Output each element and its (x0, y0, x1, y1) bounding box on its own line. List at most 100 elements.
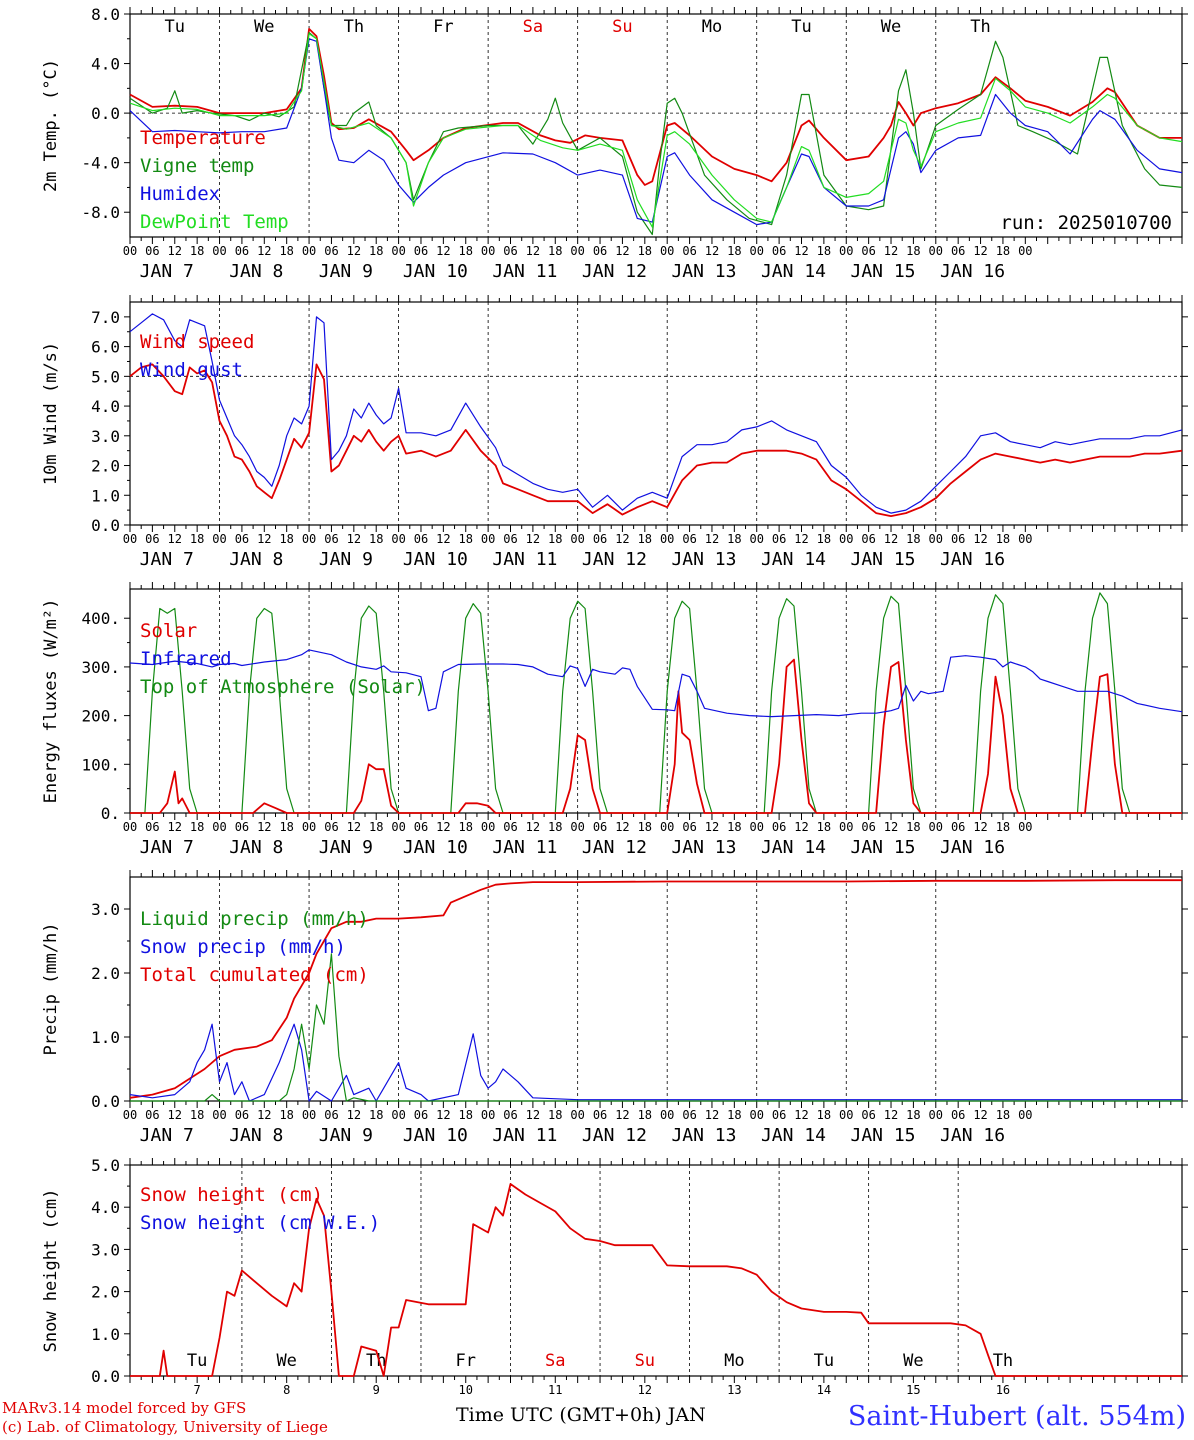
x-hour-label: 18 (727, 820, 741, 834)
x-hour-label: 06 (235, 532, 249, 546)
x-hour-label: 12 (168, 532, 182, 546)
x-hour-label: 00 (481, 1108, 495, 1122)
x-hour-label: 00 (391, 820, 405, 834)
x-hour-label: 18 (996, 244, 1010, 258)
y-tick-label: 4.0 (91, 55, 120, 74)
x-hour-label: 06 (682, 1108, 696, 1122)
x-hour-label: 06 (503, 244, 517, 258)
x-hour-label: 18 (817, 244, 831, 258)
x-hour-label: 18 (817, 820, 831, 834)
series-wind-gust (129, 313, 1183, 514)
x-hour-label: 12 (794, 532, 808, 546)
legend-entry: Wind gust (140, 359, 243, 381)
x-hour-label: 06 (772, 532, 786, 546)
day-of-week-label: Tu (814, 1351, 834, 1371)
x-date-label: JAN 10 (403, 837, 468, 858)
legend-entry: Humidex (140, 183, 220, 205)
x-hour-label: 06 (503, 820, 517, 834)
x-hour-label: 00 (749, 1108, 763, 1122)
x-day-number: 8 (283, 1383, 290, 1397)
x-hour-label: 12 (436, 1108, 450, 1122)
x-date-label: JAN 8 (229, 1125, 283, 1146)
plot-frame (129, 301, 1183, 526)
x-date-label: JAN 12 (582, 549, 647, 570)
x-hour-label: 18 (727, 532, 741, 546)
x-hour-label: 12 (615, 820, 629, 834)
day-of-week-label: Tu (791, 17, 811, 37)
x-date-label: JAN 11 (492, 261, 557, 282)
y-tick-label: 300. (81, 658, 120, 677)
x-hour-label: 18 (548, 1108, 562, 1122)
x-hour-label: 12 (705, 1108, 719, 1122)
x-hour-label: 18 (190, 532, 204, 546)
x-hour-label: 12 (794, 820, 808, 834)
x-hour-label: 00 (570, 820, 584, 834)
x-hour-label: 00 (212, 244, 226, 258)
x-hour-label: 18 (279, 1108, 293, 1122)
x-date-label: JAN 16 (940, 1125, 1005, 1146)
x-day-number: 12 (638, 1383, 652, 1397)
station-name: Saint-Hubert (alt. 554m) (847, 1401, 1186, 1432)
x-hour-label: 06 (682, 244, 696, 258)
x-hour-label: 18 (548, 244, 562, 258)
day-of-week-label: Fr (456, 1351, 476, 1371)
x-hour-label: 06 (682, 532, 696, 546)
x-hour-label: 18 (459, 244, 473, 258)
panel-energy: 0. 100. 200. 300. 400. Energy fluxes (W/m²) 00… (41, 582, 1188, 858)
x-date-label: JAN 13 (671, 261, 736, 282)
x-hour-label: 06 (861, 820, 875, 834)
x-hour-label: 00 (123, 1108, 137, 1122)
x-hour-label: 12 (347, 244, 361, 258)
y-tick-label: 2.0 (91, 457, 120, 476)
x-hour-label: 18 (459, 1108, 473, 1122)
day-of-week-label: Sa (523, 17, 543, 37)
y-tick-label: 3.0 (91, 427, 120, 446)
x-hour-label: 18 (369, 820, 383, 834)
legend-entry: Top of Atmosphere (Solar) (140, 676, 426, 698)
x-hour-label: 06 (145, 1108, 159, 1122)
x-hour-label: 00 (660, 244, 674, 258)
x-hour-label: 18 (817, 1108, 831, 1122)
x-hour-label: 00 (749, 532, 763, 546)
x-date-label: JAN 12 (582, 837, 647, 858)
x-hour-label: 06 (414, 1108, 428, 1122)
x-hour-label: 18 (817, 532, 831, 546)
x-hour-label: 18 (727, 1108, 741, 1122)
x-date-label: JAN 15 (851, 549, 916, 570)
lab-credit: (c) Lab. of Climatology, University of L… (2, 1418, 328, 1436)
y-tick-label: 5.0 (91, 367, 120, 386)
x-hour-label: 18 (906, 244, 920, 258)
x-hour-label: 00 (749, 820, 763, 834)
x-hour-label: 06 (593, 244, 607, 258)
y-tick-label: 1.0 (91, 1028, 120, 1047)
x-date-label: JAN 9 (319, 549, 373, 570)
legend-entry: Temperature (140, 127, 266, 149)
y-tick-label: 2.0 (91, 1283, 120, 1302)
series-snow-precip-mm-h- (129, 1023, 1182, 1102)
y-tick-label: 0.0 (91, 1367, 120, 1386)
series-wind-speed (129, 363, 1183, 517)
x-hour-label: 06 (682, 820, 696, 834)
x-hour-label: 00 (212, 1108, 226, 1122)
x-hour-label: 06 (861, 244, 875, 258)
x-date-label: JAN 12 (582, 261, 647, 282)
x-hour-label: 00 (212, 820, 226, 834)
x-hour-label: 12 (973, 532, 987, 546)
x-hour-label: 00 (929, 1108, 943, 1122)
x-hour-label: 18 (906, 820, 920, 834)
series-vigne-temp (129, 32, 1183, 236)
series-infrared (129, 649, 1183, 718)
x-date-label: JAN 16 (940, 549, 1005, 570)
x-hour-label: 18 (279, 820, 293, 834)
x-hour-label: 06 (772, 244, 786, 258)
x-hour-label: 00 (570, 1108, 584, 1122)
x-day-number: 11 (548, 1383, 562, 1397)
y-axis-label: Snow height (cm) (41, 1189, 61, 1353)
run-annotation: run: 2025010700 (1000, 212, 1172, 234)
x-hour-label: 18 (369, 532, 383, 546)
x-hour-label: 00 (929, 820, 943, 834)
x-hour-label: 18 (638, 244, 652, 258)
x-hour-label: 12 (884, 244, 898, 258)
x-date-label: JAN 7 (140, 261, 194, 282)
